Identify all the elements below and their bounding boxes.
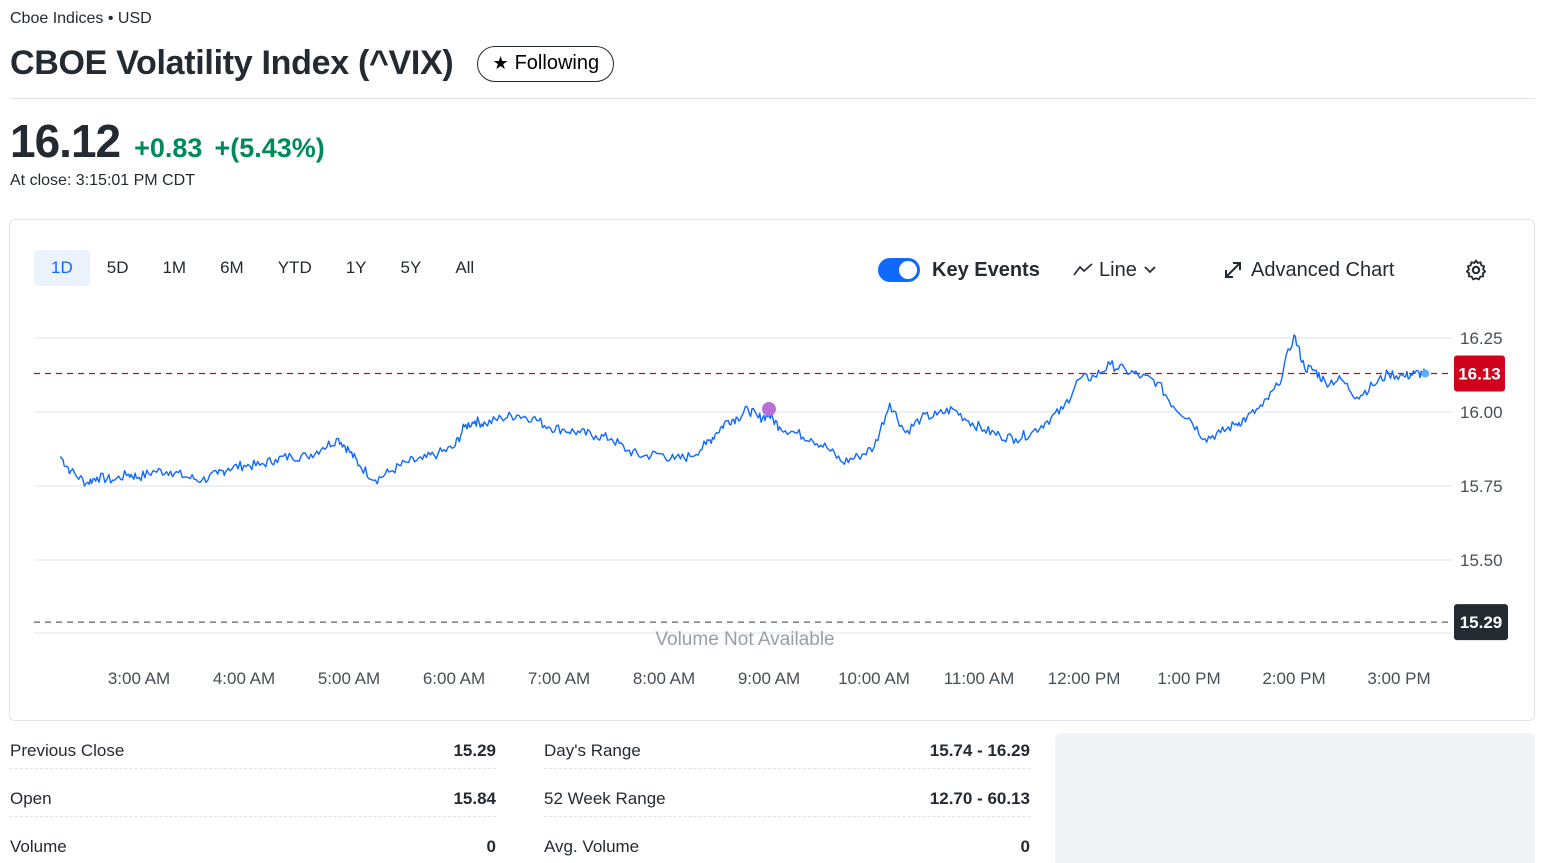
x-tick-label: 9:00 AM: [738, 669, 800, 688]
x-tick-label: 1:00 PM: [1157, 669, 1220, 688]
x-axis-labels: 3:00 AM 4:00 AM 5:00 AM 6:00 AM 7:00 AM 8:00 …: [108, 669, 1431, 688]
previous-close-badge: 15.29: [1454, 604, 1508, 641]
stat-value: 0: [1020, 836, 1030, 856]
advanced-chart-label: Advanced Chart: [1251, 258, 1395, 281]
range-tabs: 1D 5D 1M 6M YTD 1Y 5Y All: [34, 250, 491, 286]
x-tick-label: 3:00 PM: [1367, 669, 1430, 688]
side-panel: [1055, 733, 1535, 863]
stat-label: Day's Range: [544, 740, 641, 760]
current-price-badge-bg: [1454, 355, 1505, 392]
stat-label: Previous Close: [10, 740, 125, 760]
exchange-label: Cboe Indices • USD: [10, 10, 152, 27]
range-tab-5d[interactable]: 5D: [106, 258, 129, 277]
key-events-label[interactable]: Key Events: [932, 258, 1040, 281]
expand-icon: [1225, 262, 1241, 278]
x-tick-label: 3:00 AM: [108, 669, 170, 688]
stat-label: Volume: [10, 836, 67, 856]
key-event-marker[interactable]: [762, 402, 776, 417]
x-tick-label: 8:00 AM: [633, 669, 695, 688]
x-tick-label: 7:00 AM: [528, 669, 590, 688]
stat-value: 12.70 - 60.13: [929, 788, 1030, 808]
current-price: 16.12: [10, 115, 121, 167]
range-tab-1y[interactable]: 1Y: [345, 258, 367, 277]
price-row: 16.12 +0.83 +(5.43%): [10, 114, 325, 168]
chart-card: [9, 219, 1535, 721]
stat-days-range: Day's Range 15.74 - 16.29: [544, 733, 1030, 769]
stat-value: 15.29: [453, 740, 496, 760]
advanced-chart-button[interactable]: Advanced Chart: [1223, 254, 1394, 286]
last-price-dot: [1421, 369, 1430, 378]
gear-icon[interactable]: [1464, 258, 1488, 282]
stat-value: 15.74 - 16.29: [929, 740, 1030, 760]
previous-close-badge-text: 15.29: [1460, 613, 1503, 632]
y-tick-label: 15.50: [1460, 551, 1503, 570]
stat-value: 0: [486, 836, 496, 856]
star-icon: ★: [492, 53, 509, 73]
price-change-percent: +(5.43%): [214, 133, 325, 163]
price-change: +0.83: [134, 133, 203, 163]
range-tab-ytd[interactable]: YTD: [277, 258, 312, 277]
toggle-knob: [899, 261, 917, 279]
stat-label: Avg. Volume: [544, 836, 640, 856]
y-tick-label: 16.25: [1460, 329, 1503, 348]
x-tick-label: 4:00 AM: [213, 669, 275, 688]
page-title: CBOE Volatility Index (^VIX): [10, 44, 454, 82]
y-axis-labels: 16.25 16.00 15.75 15.50: [1460, 329, 1503, 570]
stat-label: Open: [10, 788, 52, 808]
range-tab-all[interactable]: All: [455, 258, 475, 277]
current-price-badge: 16.13: [1454, 355, 1505, 392]
range-tab-5y[interactable]: 5Y: [400, 258, 422, 277]
following-label: Following: [514, 52, 600, 74]
current-price-badge-text: 16.13: [1458, 365, 1501, 384]
range-tab-1d[interactable]: 1D: [34, 250, 90, 286]
x-tick-label: 10:00 AM: [838, 669, 910, 688]
chart-grid: [34, 337, 1452, 634]
key-events-toggle[interactable]: [878, 258, 920, 282]
line-chart-icon: [1073, 263, 1093, 276]
range-tab-1m[interactable]: 1M: [162, 258, 187, 277]
x-tick-label: 6:00 AM: [423, 669, 485, 688]
price-series-line[interactable]: [59, 334, 1426, 487]
y-tick-label: 15.75: [1460, 477, 1503, 496]
stat-previous-close: Previous Close 15.29: [10, 733, 496, 769]
stat-avg-volume: Avg. Volume 0: [544, 829, 1030, 863]
y-tick-label: 16.00: [1460, 403, 1503, 422]
previous-close-badge-bg: [1454, 604, 1508, 641]
chart-type-label: Line: [1099, 258, 1137, 281]
close-time: At close: 3:15:01 PM CDT: [10, 172, 195, 189]
chart-type-select[interactable]: Line: [1073, 254, 1157, 286]
range-tab-6m[interactable]: 6M: [220, 258, 244, 277]
x-tick-label: 12:00 PM: [1048, 669, 1121, 688]
header-divider: [10, 98, 1535, 99]
stat-label: 52 Week Range: [544, 788, 666, 808]
title-row: CBOE Volatility Index (^VIX) ★ Following: [10, 44, 615, 83]
stat-open: Open 15.84: [10, 781, 496, 817]
stat-52-week-range: 52 Week Range 12.70 - 60.13: [544, 781, 1030, 817]
following-button[interactable]: ★ Following: [477, 45, 615, 82]
x-tick-label: 2:00 PM: [1262, 669, 1325, 688]
chevron-down-icon: [1144, 266, 1156, 274]
stat-value: 15.84: [453, 788, 496, 808]
volume-not-available: Volume Not Available: [655, 629, 834, 650]
x-tick-label: 5:00 AM: [318, 669, 380, 688]
stat-volume: Volume 0: [10, 829, 496, 863]
x-tick-label: 11:00 AM: [944, 669, 1015, 688]
